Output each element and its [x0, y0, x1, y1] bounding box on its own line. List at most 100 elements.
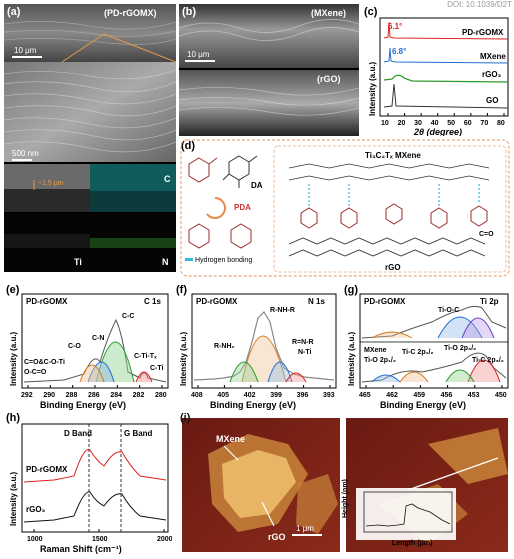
f-ylabel: Intensity (a.u.)	[179, 331, 188, 386]
pda-bridges	[300, 203, 488, 229]
panel-f-n1s-chart: (f) Intensity (a.u.) Binding Energy (eV)…	[176, 284, 337, 410]
c-legend-go: GO	[486, 96, 498, 105]
g-lower-tio12	[371, 374, 401, 383]
panel-b-mxene-label: (MXene)	[311, 8, 347, 18]
g-tick-label: 462	[386, 392, 398, 399]
dopaquinone-structure	[188, 157, 218, 183]
g-lower-tio32	[445, 369, 475, 383]
afm-height-profile	[365, 503, 451, 527]
f-peak-nti-label: N-Ti	[298, 349, 312, 356]
panel-a-scale-top-text: 10 μm	[14, 46, 37, 55]
f-peak-nti	[285, 372, 307, 383]
e-tick-label: 288	[66, 392, 78, 399]
indole-structures	[188, 223, 252, 249]
e-tick-label: 290	[43, 392, 55, 399]
f-peak-rnh2	[229, 361, 259, 383]
e-peak-cocoti-label: C=O&C-O-Ti	[24, 359, 65, 366]
panel-e-c1s-chart: (e) Intensity (a.u.) Binding Energy (eV)…	[6, 284, 169, 410]
d-mxene-title: Ti₃C₂Tₓ MXene	[365, 151, 421, 160]
i-scalebar	[292, 534, 322, 536]
e-tick-label: 282	[133, 392, 145, 399]
dopamine-structure	[222, 155, 258, 188]
e-peak-cc	[95, 341, 135, 383]
c-xticks: 10 20 30 40 50 60 70 80	[381, 113, 505, 127]
c-tick-label: 40	[431, 120, 439, 127]
afm-arrows	[223, 445, 275, 527]
h-gband-label: G Band	[124, 429, 153, 438]
c-tick-label: 50	[447, 120, 455, 127]
e-peak-co	[79, 364, 105, 383]
g-tick-label: 456	[441, 392, 453, 399]
f-peak-rnhr-label: R-NH-R	[270, 307, 295, 314]
g-lower-envelope	[361, 352, 507, 383]
e-peak-co-label: C-O	[68, 343, 81, 350]
panel-i: (i) MXene rGO 1 μm Height (nm) Length (μ…	[178, 412, 512, 554]
c-series-go	[383, 83, 509, 109]
g-sample: PD-rGOMX	[364, 297, 406, 306]
c-peak1-label: 6.1°	[388, 22, 402, 31]
rgo-sheet	[288, 237, 486, 245]
g-title: Ti 2p	[480, 297, 499, 306]
i-xlabel: Length (μm)	[392, 540, 433, 547]
f-tick-label: 402	[244, 392, 256, 399]
g-lower-tic12	[399, 371, 429, 383]
e-peak-cn	[87, 361, 115, 383]
mxene-ti-layer	[288, 163, 490, 181]
g-ylabel: Intensity (a.u.)	[347, 331, 356, 386]
f-raw-spectrum	[193, 311, 335, 381]
panel-e-letter: (e)	[6, 284, 20, 296]
e-ylabel: Intensity (a.u.)	[9, 331, 18, 386]
d-rgo-label: rGO	[385, 263, 401, 272]
f-sample: PD-rGOMX	[196, 297, 238, 306]
pda-cycle-arrow	[206, 197, 226, 219]
f-tick-label: 399	[270, 392, 282, 399]
f-tick-label: 393	[323, 392, 335, 399]
f-peak-rnh2-label: R-NH₂	[214, 343, 235, 350]
g-mxene-label: MXene	[364, 347, 387, 354]
panel-b-rgo-label: (rGO)	[317, 74, 341, 84]
h-xlabel: Raman Shift (cm⁻¹)	[40, 544, 122, 554]
e-peak-cti-label: C-Ti	[150, 365, 164, 372]
e-peak-cti	[135, 371, 153, 383]
h-series-rgo	[23, 491, 167, 523]
f-peak-rnr-label: R=N-R	[292, 339, 314, 346]
e-tick-label: 286	[88, 392, 100, 399]
panel-a-images	[3, 4, 177, 272]
c-tick-label: 70	[480, 120, 488, 127]
panel-a-scale-mid-text: 500 nm	[12, 149, 39, 158]
panel-b-scale-text: 10 μm	[187, 50, 210, 59]
g-peak-tio12-label: Ti-O 2p₁/₂	[364, 357, 396, 364]
e-title: C 1s	[144, 297, 161, 306]
panel-a-sample-label: (PD-rGOMX)	[104, 8, 157, 18]
panel-a-scalebar-top	[12, 56, 42, 58]
g-upper-envelope	[361, 305, 507, 339]
eds-ti-label: Ti	[74, 257, 82, 267]
panel-b-letter: (b)	[182, 6, 197, 18]
f-tick-label: 405	[217, 392, 229, 399]
panel-b-images	[178, 4, 360, 136]
panel-d: (d) DA PDA Hydrogen bonding Ti₃C₂Tₓ MXen…	[179, 138, 511, 278]
e-xlabel: Binding Energy (eV)	[40, 400, 126, 410]
e-tick-label: 292	[21, 392, 33, 399]
panel-g-letter: (g)	[344, 284, 358, 296]
c-series-mxene	[383, 47, 509, 64]
c-legend-mxene: MXene	[480, 52, 506, 61]
g-upper-ti3	[371, 331, 413, 339]
g-tick-label: 465	[359, 392, 371, 399]
hbond-lines	[308, 184, 480, 206]
panel-a: (a) (PD-rGOMX) 10 μm 500 nm ~1.5 μm C Ti…	[3, 4, 177, 272]
c-series-pdrgomx	[383, 21, 509, 40]
f-tick-label: 396	[297, 392, 309, 399]
h-tick-label: 1000	[27, 536, 43, 543]
c-xlabel: 2θ (degree)	[413, 127, 462, 136]
c-tick-label: 80	[497, 120, 505, 127]
f-xlabel: Binding Energy (eV)	[210, 400, 296, 410]
h-dband-label: D Band	[64, 429, 92, 438]
panel-f-letter: (f)	[176, 284, 187, 296]
g-upper-ti2	[461, 317, 495, 339]
panel-h-letter: (h)	[6, 412, 20, 424]
g-peak-tio32-label: Ti-O 2p₃/₂	[444, 345, 476, 352]
eds-c-label: C	[164, 174, 171, 184]
f-tick-label: 408	[191, 392, 203, 399]
e-peak-occo-label: O-C=O	[24, 369, 47, 376]
